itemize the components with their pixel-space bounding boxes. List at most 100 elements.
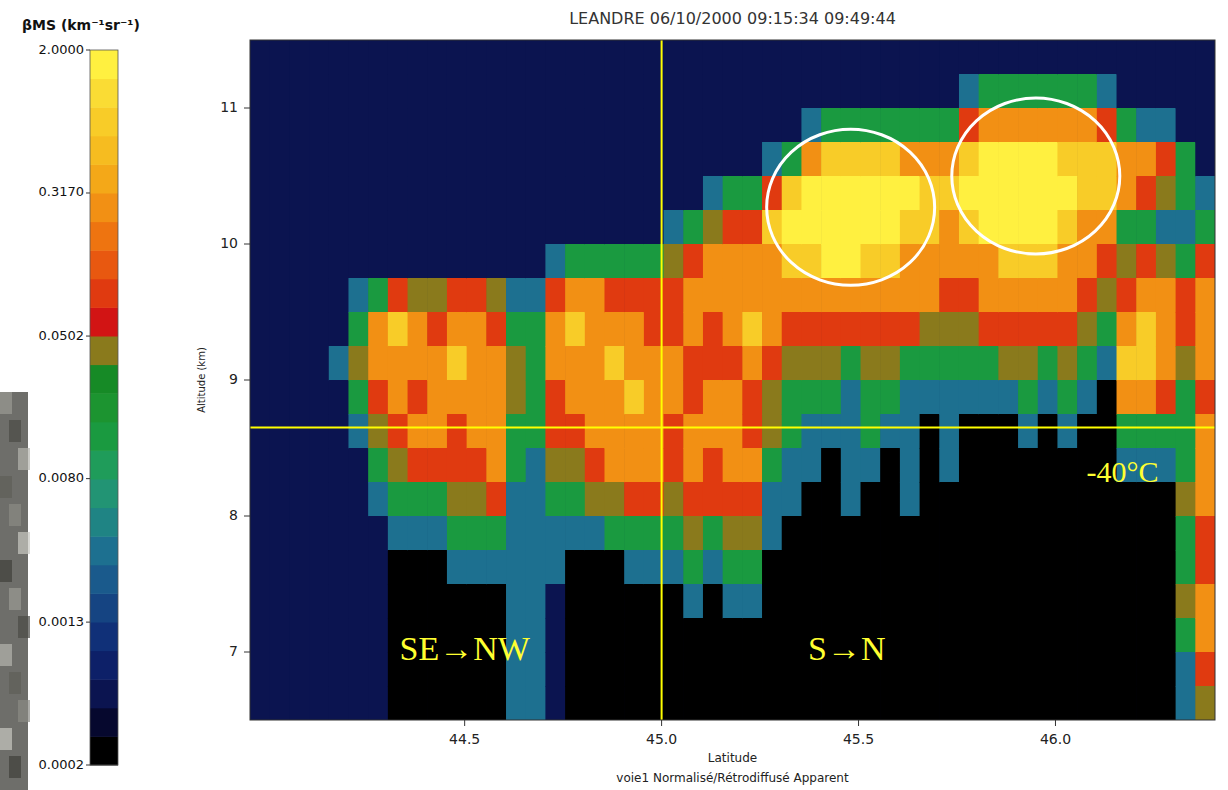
cell [959, 278, 979, 313]
colorbar-band [90, 622, 118, 651]
cell [1097, 278, 1117, 313]
cell [979, 278, 999, 313]
cell [1018, 74, 1038, 109]
cell [703, 380, 723, 415]
cell [289, 244, 309, 279]
cell [1117, 584, 1137, 619]
cell [1195, 244, 1215, 279]
cell [447, 278, 467, 313]
cell [1176, 312, 1196, 347]
cell [1195, 210, 1215, 245]
cell [624, 618, 644, 653]
cell [545, 380, 565, 415]
cell [565, 108, 585, 143]
cell [1018, 550, 1038, 585]
cell [742, 210, 762, 245]
cell [545, 312, 565, 347]
cell [624, 312, 644, 347]
cell [1117, 346, 1137, 381]
cell [526, 40, 546, 75]
cell [309, 176, 329, 211]
cell [683, 40, 703, 75]
x-tick [661, 720, 662, 726]
cell [1038, 380, 1058, 415]
cell [1038, 74, 1058, 109]
cell [683, 176, 703, 211]
cell [782, 516, 802, 551]
cell [939, 244, 959, 279]
cell [1077, 244, 1097, 279]
cell [624, 278, 644, 313]
colorbar-band [90, 593, 118, 622]
cell [979, 516, 999, 551]
cell [1195, 414, 1215, 449]
cell [427, 516, 447, 551]
cell [1018, 414, 1038, 449]
cell [742, 482, 762, 517]
y-tick [244, 244, 250, 245]
cell [565, 414, 585, 449]
cell [841, 482, 861, 517]
cell [1156, 482, 1176, 517]
cell [388, 312, 408, 347]
cell [545, 448, 565, 483]
cell [585, 74, 605, 109]
cell [782, 176, 802, 211]
cell [467, 346, 487, 381]
cell [604, 244, 624, 279]
cell [900, 414, 920, 449]
cell [467, 584, 487, 619]
cell [526, 346, 546, 381]
cell [408, 346, 428, 381]
cell [762, 618, 782, 653]
cell [1136, 142, 1156, 177]
cell [270, 380, 290, 415]
cell [329, 176, 349, 211]
cell [1136, 346, 1156, 381]
cell [368, 516, 388, 551]
cell [1195, 346, 1215, 381]
cell [664, 210, 684, 245]
cell [427, 584, 447, 619]
cell [368, 618, 388, 653]
cell [486, 74, 506, 109]
cell [309, 516, 329, 551]
cell [604, 312, 624, 347]
cell [782, 74, 802, 109]
cell [1136, 108, 1156, 143]
cell [565, 176, 585, 211]
cell [880, 74, 900, 109]
colorbar-band [90, 136, 118, 165]
cell [565, 550, 585, 585]
cell [1176, 618, 1196, 653]
cell [1057, 142, 1077, 177]
cell [427, 550, 447, 585]
cell [329, 142, 349, 177]
cell [664, 40, 684, 75]
cell [545, 618, 565, 653]
cell [408, 40, 428, 75]
y-tick [244, 652, 250, 653]
cell [270, 176, 290, 211]
cell [565, 142, 585, 177]
cell [762, 142, 782, 177]
cell [959, 448, 979, 483]
cell [801, 584, 821, 619]
cell [585, 142, 605, 177]
cell [861, 244, 881, 279]
cell [506, 584, 526, 619]
cell [1176, 210, 1196, 245]
cell [1077, 278, 1097, 313]
cell [1018, 516, 1038, 551]
cell [348, 686, 368, 720]
cell [821, 414, 841, 449]
cell [309, 550, 329, 585]
cell [683, 618, 703, 653]
cell [250, 516, 270, 551]
cell [664, 618, 684, 653]
cell [762, 108, 782, 143]
cell [664, 652, 684, 687]
cell [467, 108, 487, 143]
cell [762, 40, 782, 75]
cell [762, 686, 782, 720]
